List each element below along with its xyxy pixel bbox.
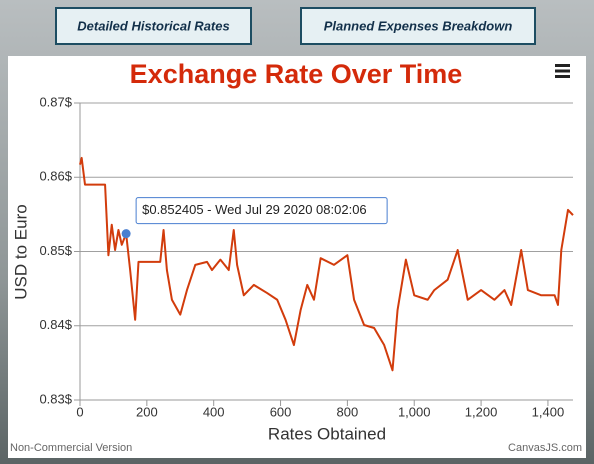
button[interactable]: Detailed Historical Rates [55,7,252,45]
button-label[interactable]: Planned Expenses Breakdown [324,18,513,33]
y-axis-title: USD to Euro [11,204,30,299]
button-label[interactable]: Detailed Historical Rates [77,18,229,33]
highlight-marker [121,229,131,239]
button[interactable]: Planned Expenses Breakdown [300,7,536,45]
credit: CanvasJS.com [508,442,582,454]
chart-panel [8,56,586,458]
y-tick-label: 0.87$ [39,94,72,109]
x-tick-label: 200 [136,404,158,419]
line [79,156,574,372]
chart-title: Exchange Rate Over Time [130,59,463,89]
credit: Non-Commercial Version [10,442,132,454]
y-tick-label: 0.84$ [39,317,72,332]
x-axis-title: Rates Obtained [268,424,386,443]
x-tick-label: 1,400 [532,404,565,419]
y-tick-label: 0.83$ [39,391,72,406]
x-tick-label: 0 [76,404,83,419]
x-tick-label: 800 [337,404,359,419]
menu-button[interactable] [555,64,570,78]
y-tick-label: 0.85$ [39,243,72,258]
y-tick-label: 0.86$ [39,169,72,184]
x-tick-label: 400 [203,404,225,419]
tooltip-box [135,197,388,225]
x-tick-label: 1,000 [398,404,431,419]
x-tick-label: 1,200 [465,404,498,419]
tooltip-text: $0.852405 - Wed Jul 29 2020 08:02:06 [142,202,367,217]
x-tick-label: 600 [270,404,292,419]
